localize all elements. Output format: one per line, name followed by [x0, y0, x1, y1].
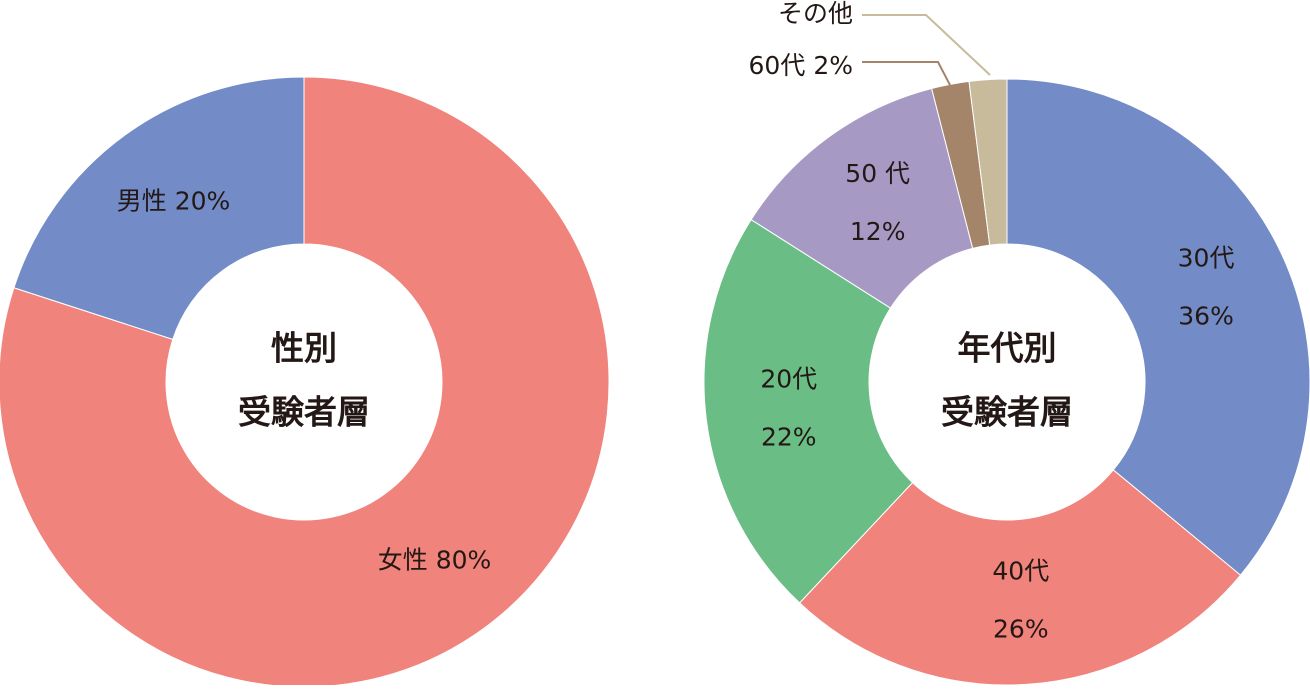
slice-label: 60代 2% — [749, 51, 853, 80]
slice-label: 女性 80% — [378, 546, 492, 575]
donut-slice — [750, 87, 974, 309]
center-title: 年代別 — [958, 329, 1057, 368]
value-label: 20% — [175, 186, 231, 215]
center-title: 受験者層 — [238, 393, 370, 432]
value-label: 22% — [761, 423, 817, 452]
category-label: 女性 — [378, 546, 428, 575]
slice-label: その他 — [778, 0, 853, 28]
category-label: その他 — [778, 0, 853, 28]
value-label: 2% — [813, 51, 853, 80]
donut-slice — [13, 76, 305, 340]
donut-slice — [1006, 78, 1310, 576]
value-label: 36% — [1178, 301, 1234, 330]
center-title: 性別 — [271, 329, 337, 368]
donut-slice — [0, 76, 610, 688]
category-label: 50 代 — [845, 159, 910, 188]
category-label: 30代 — [1178, 243, 1235, 272]
category-label: 60代 — [749, 51, 806, 80]
slice-label: 男性 20% — [117, 186, 231, 215]
value-label: 80% — [436, 546, 492, 575]
category-label: 20代 — [760, 365, 817, 394]
category-label: 男性 — [117, 186, 167, 215]
donut-slice — [703, 218, 914, 604]
donut-slice — [798, 469, 1242, 686]
value-label: 12% — [850, 217, 906, 246]
value-label: 26% — [993, 615, 1049, 644]
leader-line — [862, 61, 951, 86]
leader-line — [862, 14, 991, 76]
donut-slice — [968, 78, 1008, 246]
center-title: 受験者層 — [941, 393, 1073, 432]
category-label: 40代 — [992, 557, 1049, 586]
